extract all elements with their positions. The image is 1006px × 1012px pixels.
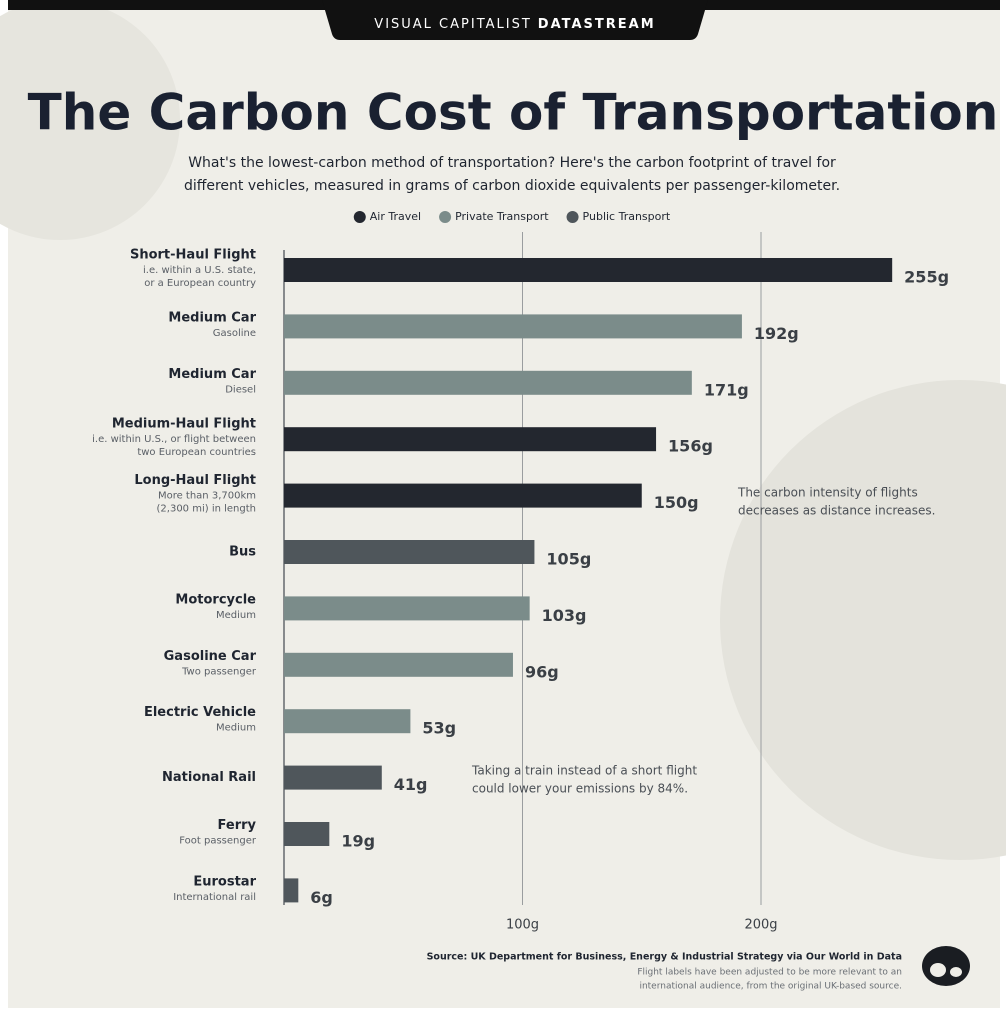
legend-label: Public Transport xyxy=(583,210,671,223)
value-label: 192g xyxy=(754,324,799,343)
category-note: two European countries xyxy=(137,447,256,458)
footnote: international audience, from the origina… xyxy=(639,982,902,992)
annotation: Taking a train instead of a short flight xyxy=(471,764,697,778)
category-note: or a European country xyxy=(144,278,256,289)
legend-marker xyxy=(439,211,452,223)
brand-product: DATASTREAM xyxy=(538,17,656,32)
source: Source: UK Department for Business, Ener… xyxy=(427,952,902,963)
bar xyxy=(284,596,530,621)
bar xyxy=(284,314,742,339)
value-label: 255g xyxy=(904,268,949,287)
category-note: i.e. within U.S., or flight between xyxy=(92,434,256,445)
subtitle: different vehicles, measured in grams of… xyxy=(184,178,840,194)
chart-title: The Carbon Cost of Transportation xyxy=(28,84,999,142)
category-label: Medium Car xyxy=(168,310,256,325)
legend: Air Travel Private Transport Public Transp… xyxy=(353,210,671,223)
annotation: decreases as distance increases. xyxy=(738,504,935,518)
category-label: Long-Haul Flight xyxy=(134,473,256,488)
value-label: 105g xyxy=(546,550,591,569)
logo xyxy=(922,946,970,986)
category-label: Bus xyxy=(229,545,256,560)
bar xyxy=(284,258,893,282)
category-label: Medium Car xyxy=(168,367,256,382)
category-label: Medium-Haul Flight xyxy=(112,417,256,432)
value-label: 96g xyxy=(525,662,559,681)
bar xyxy=(284,709,411,734)
category-label: Gasoline Car xyxy=(164,649,257,664)
bar xyxy=(284,427,657,452)
bar xyxy=(284,652,513,677)
value-label: 171g xyxy=(704,380,749,399)
subtitle: What's the lowest-carbon method of trans… xyxy=(188,155,836,171)
category-label: Electric Vehicle xyxy=(144,705,256,720)
category-note: Diesel xyxy=(225,384,256,395)
bar xyxy=(284,483,642,508)
bar xyxy=(284,878,299,903)
category-note: Gasoline xyxy=(213,328,256,339)
category-note: (2,300 mi) in length xyxy=(157,504,256,515)
annotation: The carbon intensity of flights xyxy=(737,486,918,500)
legend-marker xyxy=(353,211,366,223)
value-label: 6g xyxy=(310,888,333,907)
category-label: Ferry xyxy=(218,818,257,833)
category-note: Medium xyxy=(216,723,256,734)
grid: 100g 200g xyxy=(283,232,778,933)
category-label: Motorcycle xyxy=(175,592,256,607)
value-label: 103g xyxy=(542,606,587,625)
brand-name: VISUAL CAPITALIST xyxy=(374,17,532,32)
category-note: More than 3,700km xyxy=(158,491,256,502)
category-label: Eurostar xyxy=(193,874,256,889)
bar xyxy=(284,822,330,846)
category-note: Medium xyxy=(216,610,256,621)
bar xyxy=(284,765,382,790)
value-label: 53g xyxy=(422,719,456,738)
value-label: 19g xyxy=(341,832,375,851)
legend-marker xyxy=(566,211,579,223)
category-note: i.e. within a U.S. state, xyxy=(143,265,256,276)
annotation: could lower your emissions by 84%. xyxy=(472,782,688,796)
category-note: Foot passenger xyxy=(179,836,257,847)
value-label: 150g xyxy=(654,493,699,512)
background-blob xyxy=(720,380,1006,860)
bar xyxy=(284,540,535,564)
legend-label: Private Transport xyxy=(455,210,549,223)
x-tick-label: 100g xyxy=(506,918,539,933)
x-tick-label: 200g xyxy=(744,918,777,933)
category-label: Short-Haul Flight xyxy=(130,248,256,263)
category-note: International rail xyxy=(173,892,256,903)
header-tab xyxy=(322,0,708,40)
background-blob xyxy=(0,0,180,240)
category-note: Two passenger xyxy=(181,666,257,677)
brand: VISUAL CAPITALIST DATASTREAM xyxy=(374,17,655,32)
legend-label: Air Travel xyxy=(370,210,421,223)
category-label: National Rail xyxy=(162,770,256,785)
bar xyxy=(284,370,692,395)
value-label: 41g xyxy=(394,775,428,794)
value-label: 156g xyxy=(668,437,713,456)
bars: Short-Haul Flight i.e. within a U.S. stat… xyxy=(92,248,949,907)
footnote: Flight labels have been adjusted to be m… xyxy=(637,968,902,978)
